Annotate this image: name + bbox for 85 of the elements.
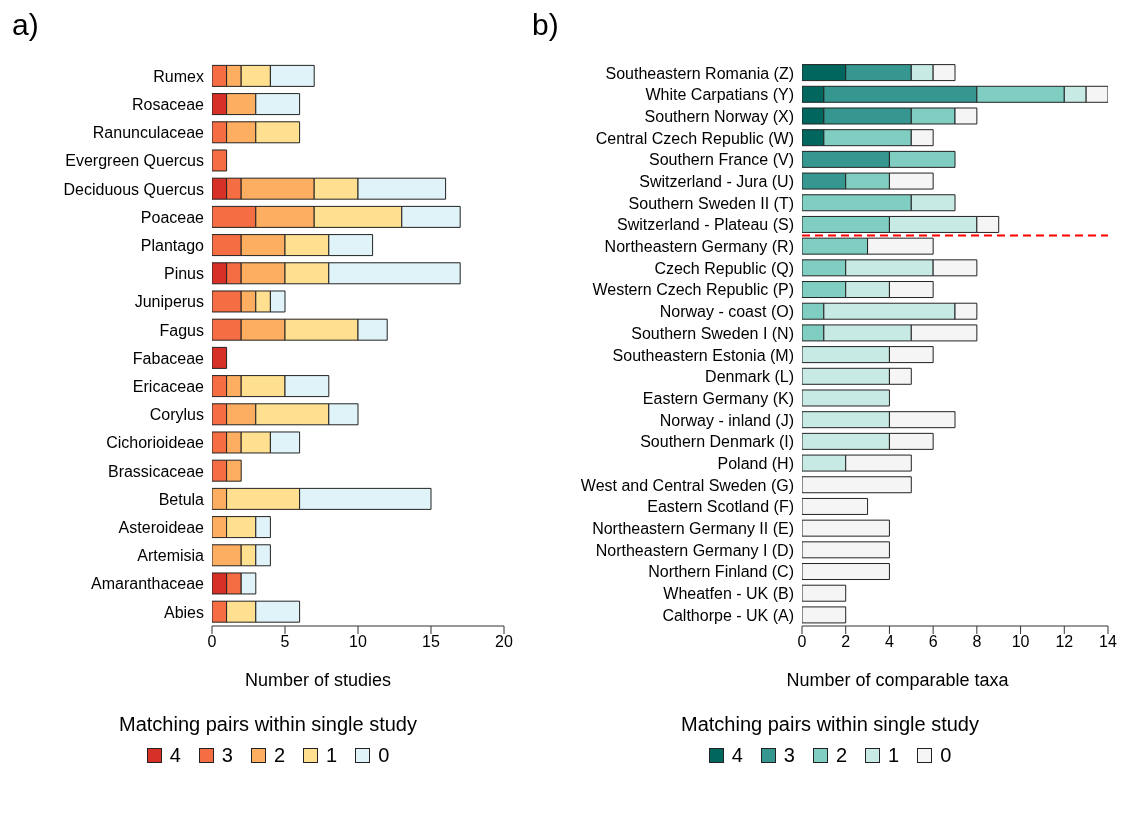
y-tick-label: Switzerland - Plateau (S) [617,216,794,234]
y-tick-label: Southern France (V) [649,151,794,169]
legend-label: 3 [782,744,795,767]
y-tick-label: Fagus [159,321,204,339]
y-tick-label: Cichorioideae [106,434,205,452]
legend-label: 2 [834,744,848,767]
y-tick-label: Norway - coast (O) [659,303,794,321]
y-tick-label: Southern Sweden I (N) [631,324,794,342]
x-tick-label: 10 [1011,633,1030,651]
y-tick-label: Southeastern Estonia (M) [612,346,794,364]
legend-label: 4 [168,744,181,767]
bar [802,541,890,559]
x-tick-label: 8 [972,633,982,651]
y-tick-label: Deciduous Quercus [63,180,204,198]
y-tick-label: Corylus [149,406,204,424]
legend-label: 1 [887,744,900,767]
y-tick-label: Wheatfen - UK (B) [663,585,794,603]
y-tick-label: Northeastern Germany (R) [604,238,794,256]
y-tick-label: Southern Denmark (I) [640,433,794,451]
y-tick-label: Betula [158,490,205,508]
y-tick-label: Amaranthaceae [91,575,205,593]
y-tick-label: Southern Norway (X) [644,107,794,125]
y-tick-label: Ranunculaceae [92,124,205,142]
bar [802,497,869,515]
bar [802,519,890,537]
bar [802,584,847,602]
y-tick-label: Poaceae [140,208,205,226]
x-tick-label: 15 [422,633,440,651]
y-tick-label: Norway - inland (J) [659,411,794,429]
y-tick-label: Denmark (L) [705,368,794,386]
y-tick-label: Poland (H) [717,454,794,472]
y-tick-label: Rosaceae [131,95,205,113]
bar [802,476,912,494]
y-tick-label: Brassicaceae [107,462,205,480]
y-tick-label: Evergreen Quercus [65,152,204,170]
y-tick-label: Czech Republic (Q) [654,259,794,277]
legend-label: 1 [325,744,338,767]
y-tick-label: Abies [163,603,204,621]
legend-label: 0 [939,744,952,767]
y-tick-label: Southern Sweden II (T) [628,194,794,212]
legend-label: 0 [377,744,390,767]
x-tick-label: 14 [1099,633,1117,651]
bar [212,346,228,369]
y-tick-label: Northern Finland (C) [648,563,794,581]
y-tick-label: Juniperus [134,293,204,311]
x-tick-label: 2 [841,633,851,651]
bar [802,606,847,624]
x-tick-label: 6 [928,633,938,651]
y-tick-label: Pinus [163,265,204,283]
bar [802,389,890,407]
y-tick-label: Artemisia [137,547,205,565]
y-tick-label: Northeastern Germany I (D) [595,541,794,559]
legend-label: 4 [730,744,743,767]
y-tick-label: Eastern Germany (K) [642,389,794,407]
y-tick-label: Asteroideae [118,518,205,536]
x-axis-title: Number of studies [243,670,393,691]
x-tick-label: 12 [1055,633,1074,651]
legend-title: Matching pairs within single study [118,713,418,736]
y-tick-label: Calthorpe - UK (A) [662,606,794,624]
y-tick-label: Western Czech Republic (P) [592,281,794,299]
legend-label: 3 [220,744,233,767]
x-tick-label: 10 [349,633,367,651]
y-tick-label: Fabaceae [132,349,205,367]
x-axis-title: Number of comparable taxa [785,670,1010,691]
legend-title: Matching pairs within single study [680,713,980,736]
y-tick-label: Eastern Scotland (F) [647,498,794,516]
y-tick-label: Ericaceae [132,377,205,395]
y-tick-label: West and Central Sweden (G) [580,476,794,494]
y-tick-label: Central Czech Republic (W) [595,129,794,147]
bar [212,149,228,172]
y-tick-label: White Carpatians (Y) [645,86,794,104]
x-tick-label: 5 [280,633,290,651]
y-tick-label: Rumex [153,67,204,85]
x-tick-label: 4 [884,633,894,651]
x-tick-label: 0 [797,633,807,651]
y-tick-label: Switzerland - Jura (U) [639,172,794,190]
x-tick-label: 20 [495,633,513,651]
chart-title: a) [11,8,40,43]
text: b) [531,8,560,43]
bar [802,563,890,581]
y-tick-label: Southeastern Romania (Z) [605,64,794,82]
y-tick-label: Northeastern Germany II (E) [592,520,794,538]
y-tick-label: Plantago [140,236,205,254]
x-tick-label: 0 [207,633,217,651]
legend-label: 2 [272,744,286,767]
